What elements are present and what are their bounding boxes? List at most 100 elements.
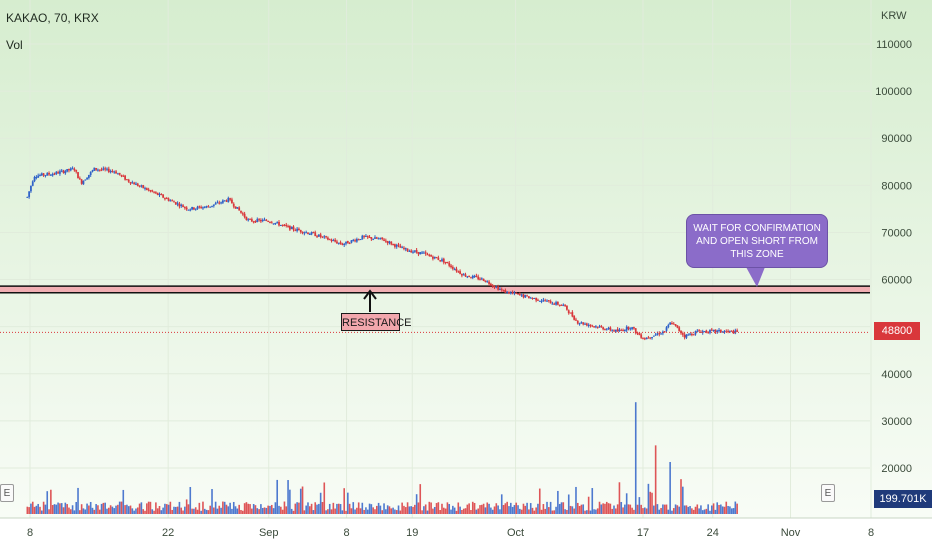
volume-bar	[569, 505, 572, 514]
volume-bar	[95, 504, 97, 514]
volume-bar	[553, 510, 556, 514]
volume-bar	[419, 484, 422, 514]
candle	[500, 289, 503, 291]
candle	[640, 334, 643, 338]
candle	[616, 329, 619, 332]
volume-bar	[691, 508, 693, 514]
volume-bar	[184, 506, 186, 514]
candle	[53, 173, 56, 175]
candle	[658, 333, 661, 335]
candle	[269, 221, 271, 223]
volume-bar	[294, 503, 297, 514]
candle	[643, 338, 646, 340]
volume-bar	[330, 509, 333, 514]
candle	[638, 333, 641, 336]
candle	[466, 276, 469, 278]
volume-bar	[672, 508, 675, 514]
volume-bar	[350, 508, 353, 514]
candle	[71, 168, 74, 170]
candle	[182, 205, 184, 208]
candle	[120, 175, 123, 177]
earnings-marker-right[interactable]: E	[821, 484, 835, 502]
volume-bar	[446, 502, 449, 514]
volume-bar	[216, 508, 219, 514]
volume-bar	[551, 510, 554, 514]
candle	[567, 310, 570, 314]
candle	[59, 171, 61, 174]
volume-bar	[278, 505, 280, 514]
volume-bar	[723, 506, 726, 514]
candle	[587, 324, 590, 326]
candle	[327, 237, 329, 240]
volume-bar	[375, 505, 378, 514]
volume-bar	[618, 482, 621, 514]
volume-bar	[249, 504, 251, 514]
volume-bar	[303, 510, 306, 514]
volume-bar	[698, 508, 700, 514]
candle	[279, 224, 282, 226]
x-tick-label: 24	[707, 527, 719, 539]
volume-bar	[155, 502, 157, 514]
candle	[305, 232, 308, 234]
candle	[710, 329, 713, 331]
candle	[681, 333, 684, 335]
volume-bar	[198, 502, 201, 514]
candle	[488, 281, 490, 284]
earnings-marker-left[interactable]: E	[0, 484, 14, 502]
candle	[665, 327, 668, 331]
candle	[660, 333, 662, 335]
candle	[209, 206, 212, 208]
candle	[518, 294, 521, 296]
volume-bar	[529, 503, 532, 514]
volume-bar	[260, 504, 262, 514]
volume-bar	[48, 509, 50, 514]
volume-bar	[316, 504, 318, 514]
trade-idea-callout[interactable]: WAIT FOR CONFIRMATION AND OPEN SHORT FRO…	[686, 214, 828, 268]
candle	[424, 252, 427, 254]
candle	[696, 330, 699, 332]
candle	[730, 330, 733, 332]
volume-bar	[587, 496, 590, 514]
candle	[149, 190, 152, 192]
candle	[261, 219, 264, 221]
candle	[542, 299, 545, 301]
candle	[700, 331, 702, 333]
candle	[174, 202, 177, 205]
candle	[334, 239, 337, 242]
volume-bar	[444, 508, 447, 514]
volume-bar	[175, 506, 177, 514]
candle	[250, 219, 253, 222]
volume-value-tag: 199.701K	[874, 490, 932, 508]
volume-bar	[343, 488, 346, 514]
volume-bar	[459, 506, 461, 514]
candle	[676, 325, 679, 328]
volume-bar	[640, 504, 642, 514]
candle	[439, 260, 442, 262]
volume-bar	[209, 505, 212, 514]
resistance-label[interactable]: RESISTANCE	[341, 313, 411, 331]
volume-bar	[44, 504, 47, 514]
candle	[122, 175, 125, 177]
candle	[350, 240, 353, 243]
volume-bar	[252, 504, 255, 514]
volume-bar	[653, 505, 655, 514]
candle	[562, 304, 565, 306]
volume-bar	[62, 507, 65, 514]
candle	[78, 178, 81, 180]
candle	[254, 220, 257, 223]
resistance-zone[interactable]	[0, 286, 870, 293]
volume-bar	[169, 501, 172, 514]
volume-bar	[60, 503, 63, 514]
volume-bar	[211, 489, 213, 514]
volume-bar	[129, 505, 132, 514]
volume-bar	[162, 507, 164, 514]
volume-bar	[314, 502, 317, 514]
candle	[571, 312, 574, 317]
candle	[62, 170, 65, 173]
volume-bar	[108, 507, 110, 514]
candle	[234, 206, 237, 209]
candle	[337, 242, 340, 244]
volume-bar	[471, 501, 474, 514]
candle	[136, 183, 139, 186]
